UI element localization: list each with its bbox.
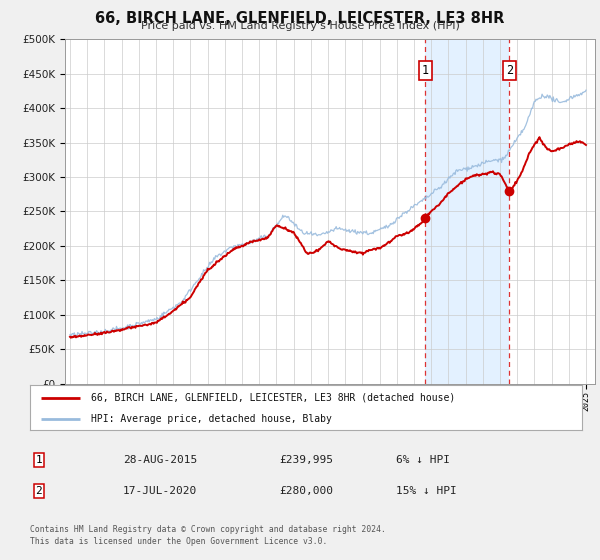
Text: 17-JUL-2020: 17-JUL-2020	[123, 486, 197, 496]
Text: This data is licensed under the Open Government Licence v3.0.: This data is licensed under the Open Gov…	[30, 537, 328, 546]
Text: Contains HM Land Registry data © Crown copyright and database right 2024.: Contains HM Land Registry data © Crown c…	[30, 525, 386, 534]
Text: 1: 1	[35, 455, 43, 465]
Text: 28-AUG-2015: 28-AUG-2015	[123, 455, 197, 465]
Text: 15% ↓ HPI: 15% ↓ HPI	[396, 486, 457, 496]
Text: 66, BIRCH LANE, GLENFIELD, LEICESTER, LE3 8HR: 66, BIRCH LANE, GLENFIELD, LEICESTER, LE…	[95, 11, 505, 26]
Text: 1: 1	[422, 64, 429, 77]
Text: £239,995: £239,995	[279, 455, 333, 465]
Text: 66, BIRCH LANE, GLENFIELD, LEICESTER, LE3 8HR (detached house): 66, BIRCH LANE, GLENFIELD, LEICESTER, LE…	[91, 393, 455, 403]
Bar	[425, 39, 509, 384]
Text: Price paid vs. HM Land Registry's House Price Index (HPI): Price paid vs. HM Land Registry's House …	[140, 21, 460, 31]
Text: £280,000: £280,000	[279, 486, 333, 496]
Text: HPI: Average price, detached house, Blaby: HPI: Average price, detached house, Blab…	[91, 414, 332, 424]
Text: 2: 2	[506, 64, 513, 77]
Text: 6% ↓ HPI: 6% ↓ HPI	[396, 455, 450, 465]
Text: 2: 2	[35, 486, 43, 496]
